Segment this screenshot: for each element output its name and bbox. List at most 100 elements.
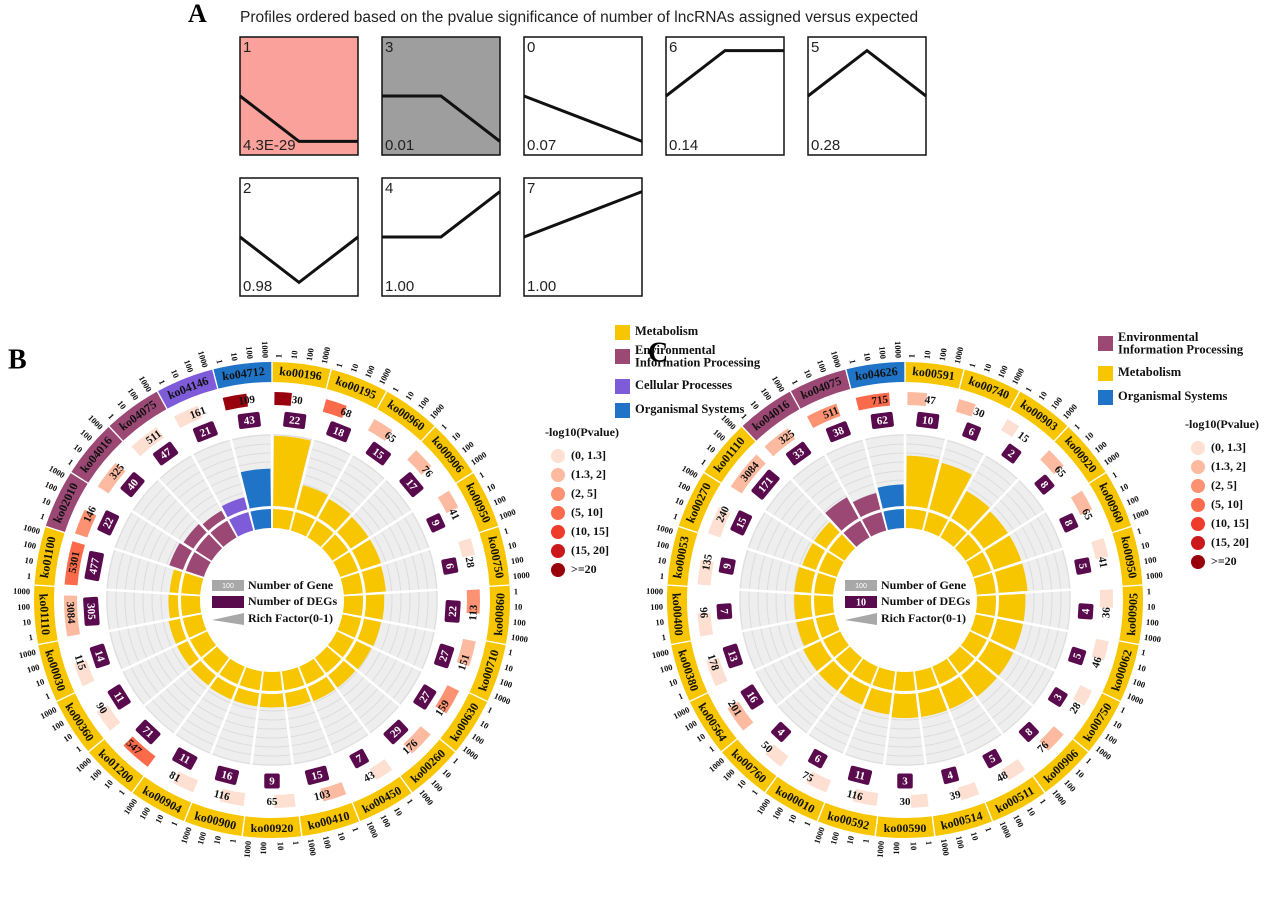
deg-box [83, 596, 100, 626]
legend-swatch [615, 379, 630, 394]
pvalue-legend-label: (5, 10] [1211, 497, 1243, 511]
scale-tick-label: 100 [815, 358, 829, 373]
sector-divider [282, 693, 295, 765]
rich-bar [814, 521, 840, 549]
legend-label: Metabolism [1118, 365, 1182, 379]
scale-tick-label: 10 [169, 368, 182, 380]
rich-background [105, 434, 438, 766]
scale-tick-label: 1000 [1061, 402, 1080, 421]
profile-id: 2 [243, 180, 251, 197]
inner-ring [823, 631, 849, 658]
pvalue-legend-dot [1191, 460, 1205, 474]
scale-tick-label: 1 [334, 362, 345, 369]
deg-box [399, 472, 424, 498]
deg-box [120, 472, 145, 498]
category-band [109, 391, 167, 441]
category-band [34, 585, 58, 644]
sector-divider [343, 658, 401, 707]
rich-bar [296, 485, 329, 518]
profile-id: 0 [527, 39, 535, 56]
inner-ring [948, 646, 975, 673]
scale-tick-label: 1 [503, 525, 510, 536]
category-band [1119, 585, 1143, 644]
rich-bar [240, 468, 271, 509]
deg-box [1034, 474, 1055, 495]
scale-tick-label: 1000 [1102, 449, 1122, 467]
inner-ring [818, 552, 844, 577]
category-band [299, 802, 359, 837]
scale-tick-label: 100 [891, 842, 901, 855]
sector-divider [316, 453, 354, 519]
scale-tick-label: 1 [39, 511, 46, 522]
deg-count: 9 [721, 562, 734, 570]
inner-ring [940, 520, 967, 547]
gene-count: 47 [924, 394, 937, 407]
deg-count: 62 [876, 414, 889, 427]
rich-bar [307, 676, 336, 702]
pvalue-legend-label: (10, 15] [1211, 516, 1249, 530]
deg-count: 5 [987, 752, 998, 765]
profile-line [239, 94, 358, 143]
scale-tick-label: 1 [699, 457, 708, 468]
scale-tick-label: 1 [659, 571, 664, 581]
scale-tick-label: 10 [276, 842, 286, 851]
deg-box [426, 513, 446, 533]
gene-bar [806, 771, 832, 793]
gene-count: 135 [700, 553, 715, 572]
category-band [34, 527, 65, 586]
gene-count: 68 [339, 406, 354, 421]
deg-count: 305 [84, 603, 97, 621]
scale-tick-label: 1 [390, 385, 401, 394]
scale-tick-label: 1 [983, 826, 994, 833]
scale-tick-label: 100 [498, 676, 513, 690]
deg-count: 10 [921, 414, 934, 427]
pvalue-legend-dot [551, 449, 565, 463]
inner-ring [914, 667, 938, 691]
inner-ring [814, 595, 835, 616]
sector-divider [746, 547, 816, 573]
deg-box [740, 684, 764, 710]
scale-tick-label: 1 [847, 358, 858, 364]
sector-divider [983, 509, 1046, 551]
scale-tick-label: 10 [748, 398, 761, 411]
scale-tick-label: 100 [460, 439, 476, 455]
scale-tick-label: 1 [1119, 704, 1127, 715]
deg-count: 16 [220, 769, 234, 783]
pvalue-legend-title: -log10(Pvalue) [1185, 417, 1259, 431]
rich-bar [794, 594, 813, 620]
deg-box [97, 510, 120, 536]
category-band [667, 585, 691, 644]
term-id: ko00400 [669, 593, 686, 636]
deg-box [413, 684, 437, 710]
gene-count: 103 [313, 788, 332, 804]
sector-divider [294, 438, 315, 510]
panel-label: C [648, 337, 668, 368]
rich-bar [978, 641, 1014, 676]
rich-bar [917, 687, 948, 717]
deg-box [916, 411, 940, 430]
gene-count: 46 [1090, 655, 1105, 670]
scale-tick-label: 1 [116, 788, 127, 797]
category-band [132, 776, 192, 822]
pvalue-legend-dot [551, 563, 565, 577]
pvalue-legend-dot [1191, 517, 1205, 531]
scale-tick-label: 10 [115, 398, 128, 411]
deg-count: 3 [902, 776, 908, 788]
deg-box [107, 684, 131, 710]
category-band [185, 802, 245, 837]
pvalue-legend-dot [551, 487, 565, 501]
rich-bar [318, 498, 351, 531]
gene-count: 39 [948, 788, 962, 802]
scale-tick-label: 1000 [875, 840, 887, 858]
scale-tick-label: 1 [28, 632, 34, 643]
sector-divider [121, 638, 188, 672]
scale-tick-label: 10 [1083, 430, 1096, 443]
gene-bar [697, 559, 714, 586]
scale-tick-label: 10 [655, 617, 664, 628]
rich-bar [221, 497, 248, 518]
gene-count: 5301 [67, 550, 83, 574]
sector-divider [249, 693, 262, 765]
deg-box [89, 643, 110, 669]
gene-bar [131, 426, 164, 457]
deg-box [716, 603, 733, 620]
